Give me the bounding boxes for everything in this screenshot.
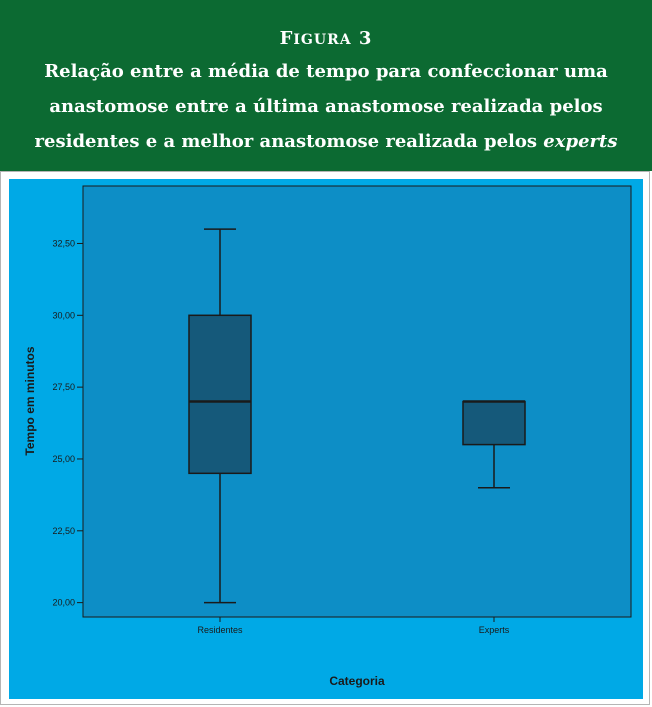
y-axis: 32,50 30,00 27,50 25,00 22,50 20,00 — [52, 238, 83, 608]
figure-label: FIGURA 3 — [0, 28, 652, 51]
x-tick-label: Experts — [479, 625, 510, 635]
y-tick-label: 22,50 — [52, 526, 75, 536]
y-tick-label: 32,50 — [52, 238, 75, 248]
figure-header: FIGURA 3 Relação entre a média de tempo … — [0, 0, 652, 171]
y-tick-label: 30,00 — [52, 310, 75, 320]
figure-title-line-3-italic: experts — [543, 131, 618, 152]
y-axis-label: Tempo em minutos — [23, 346, 37, 455]
y-tick-label: 20,00 — [52, 598, 75, 608]
figure-title-line-3: residentes e a melhor anastomose realiza… — [0, 131, 652, 153]
figure-title-line-1: Relação entre a média de tempo para conf… — [44, 61, 608, 82]
figure-label-rest: IGURA — [293, 32, 352, 48]
figure-label-initial: F — [279, 28, 294, 49]
figure-title-line-3-text: residentes e a melhor anastomose realiza… — [34, 131, 544, 152]
figure-title-line-2: anastomose entre a última anastomose rea… — [49, 96, 603, 117]
y-tick-label: 25,00 — [52, 454, 75, 464]
box-residentes — [188, 228, 252, 604]
x-axis-label: Categoria — [329, 674, 385, 688]
box-iqr — [462, 400, 526, 446]
y-tick-label: 27,50 — [52, 382, 75, 392]
box-experts — [462, 400, 526, 489]
boxplot-chart: 32,50 30,00 27,50 25,00 22,50 20,00 Residente… — [9, 179, 643, 699]
x-tick-label: Residentes — [197, 625, 243, 635]
figure-label-number: 3 — [351, 28, 373, 49]
x-axis: Residentes Experts — [197, 617, 510, 635]
box-iqr — [188, 314, 252, 475]
boxes-group — [188, 228, 526, 604]
plot-area — [82, 185, 632, 618]
